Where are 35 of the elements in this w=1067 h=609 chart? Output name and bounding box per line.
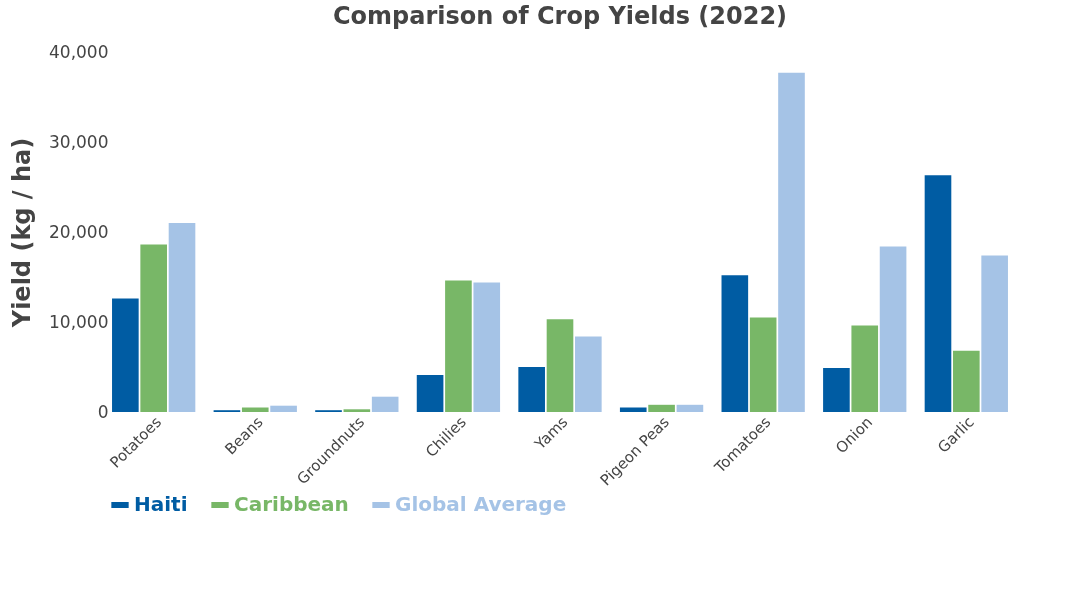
bar bbox=[168, 223, 196, 412]
bar bbox=[619, 407, 647, 412]
bar bbox=[778, 72, 805, 412]
y-tick-label: 0 bbox=[97, 401, 109, 422]
y-tick-label: 20,000 bbox=[49, 221, 109, 242]
bar bbox=[981, 255, 1008, 412]
y-tick-label: 10,000 bbox=[49, 311, 109, 332]
bar bbox=[648, 404, 675, 412]
y-tick-label: 30,000 bbox=[49, 131, 109, 152]
legend-label: Global Average bbox=[395, 492, 567, 516]
bar bbox=[924, 175, 952, 412]
bar bbox=[676, 404, 704, 412]
bar bbox=[851, 325, 879, 412]
bar bbox=[140, 244, 167, 412]
bar bbox=[112, 298, 139, 412]
bar bbox=[879, 246, 907, 412]
bar bbox=[518, 367, 545, 412]
bar bbox=[343, 409, 371, 412]
bar bbox=[445, 280, 472, 412]
bar bbox=[416, 375, 444, 412]
bar bbox=[473, 282, 501, 412]
y-tick-label: 40,000 bbox=[49, 41, 109, 62]
bar bbox=[546, 319, 574, 412]
bar bbox=[823, 367, 850, 412]
legend-label: Caribbean bbox=[234, 492, 349, 516]
bar bbox=[371, 396, 399, 412]
bar bbox=[575, 336, 602, 412]
bar bbox=[241, 407, 269, 412]
bar bbox=[953, 350, 980, 412]
bar bbox=[270, 405, 297, 412]
chart-title: Comparison of Crop Yields (2022) bbox=[332, 2, 788, 30]
bar bbox=[721, 275, 749, 412]
y-axis-title: Yield (kg / ha) bbox=[8, 137, 37, 329]
legend-label: Haiti bbox=[134, 492, 188, 516]
bar bbox=[749, 317, 777, 412]
